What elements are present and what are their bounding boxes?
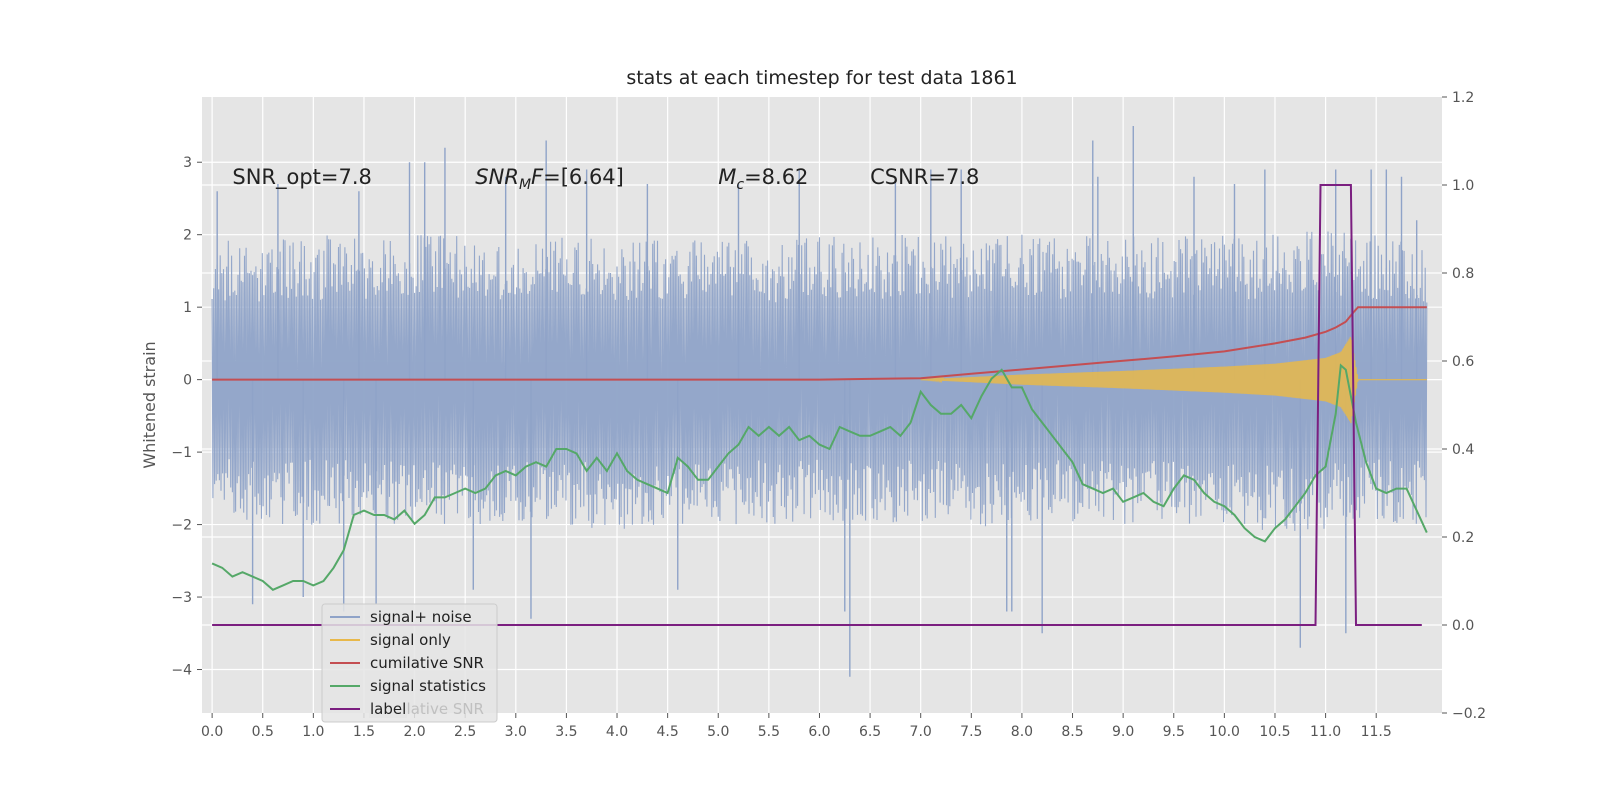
x-tick-label: 0.0 — [201, 724, 223, 740]
y-tick-label: −4 — [171, 663, 192, 679]
y2-tick-label: 0.0 — [1452, 618, 1474, 634]
x-tick-label: 8.0 — [1011, 724, 1033, 740]
y-tick-label: 1 — [183, 300, 192, 316]
legend-box — [321, 603, 498, 723]
series-4-line — [212, 184, 1422, 626]
x-tick-label: 3.0 — [505, 724, 527, 740]
x-tick-label: 7.5 — [960, 724, 982, 740]
y-tick-label: 2 — [183, 228, 192, 244]
x-tick-label: 9.0 — [1112, 724, 1134, 740]
y2-tick-label: 0.2 — [1452, 530, 1474, 546]
x-tick-label: 10.5 — [1259, 724, 1290, 740]
x-tick-label: 0.5 — [252, 724, 274, 740]
x-tick-label: 6.0 — [808, 724, 830, 740]
annotations: SNR_opt=7.8 SNRMF=[6.64] Mc=8.62 CSNR=7.8 — [232, 165, 979, 193]
legend-label-1: signal only — [370, 631, 451, 649]
y-axis-label: Whitened strain — [140, 341, 159, 468]
x-tick-label: 1.0 — [302, 724, 324, 740]
chart-title: stats at each timestep for test data 186… — [626, 67, 1017, 89]
x-tick-label: 9.5 — [1163, 724, 1185, 740]
y2-tick-label: 0.8 — [1452, 266, 1474, 282]
x-tick-label: 4.5 — [656, 724, 678, 740]
x-tick-label: 5.0 — [707, 724, 729, 740]
y-tick-label: −1 — [171, 445, 192, 461]
annotation-0: SNR_opt=7.8 — [232, 165, 372, 190]
x-tick-label: 10.0 — [1209, 724, 1240, 740]
x-tick-label: 3.5 — [555, 724, 577, 740]
x-tick-label: 2.0 — [403, 724, 425, 740]
x-tick-label: 1.5 — [353, 724, 375, 740]
legend-label-3: signal statistics — [370, 677, 486, 695]
y-tick-label: 0 — [183, 373, 192, 389]
series-0-line — [211, 231, 1428, 531]
y2-tick-label: 1.0 — [1452, 178, 1474, 194]
y2-tick-label: 1.2 — [1452, 90, 1474, 106]
legend-label-2: cumilative SNR — [370, 654, 484, 672]
legend: signal+ noise signal only cumilative SNR si… — [321, 603, 498, 723]
annotation-2: Mc=8.62 — [718, 165, 808, 193]
series-3-line — [211, 363, 1428, 591]
y2-tick-label: 0.4 — [1452, 442, 1474, 458]
x-tick-label: 8.5 — [1061, 724, 1083, 740]
x-tick-label: 11.5 — [1361, 724, 1392, 740]
series-layer — [211, 125, 1428, 677]
axes: 0.0 0.5 1.0 1.5 2.0 2.5 3.0 3.5 4.0 4.5 5.0 5.5 6.0 6… — [171, 90, 1486, 740]
annotation-1: SNRMF=[6.64] — [475, 165, 624, 193]
x-tick-label: 7.0 — [910, 724, 932, 740]
x-tick-label: 6.5 — [859, 724, 881, 740]
y-tick-label: 3 — [183, 155, 192, 171]
y2-tick-label: 0.6 — [1452, 354, 1474, 370]
y-tick-label: −3 — [171, 590, 192, 606]
y2-tick-label: −0.2 — [1452, 706, 1486, 722]
x-tick-label: 4.0 — [606, 724, 628, 740]
series-2-line — [212, 306, 1427, 381]
legend-label-0: signal+ noise — [370, 608, 472, 626]
legend-label-mask — [369, 700, 407, 718]
annotation-3: CSNR=7.8 — [870, 165, 979, 189]
y-tick-label: −2 — [171, 518, 192, 534]
legend-label-top: label — [370, 700, 406, 718]
x-tick-label: 2.5 — [454, 724, 476, 740]
x-tick-label: 5.5 — [758, 724, 780, 740]
x-tick-label: 11.0 — [1310, 724, 1341, 740]
